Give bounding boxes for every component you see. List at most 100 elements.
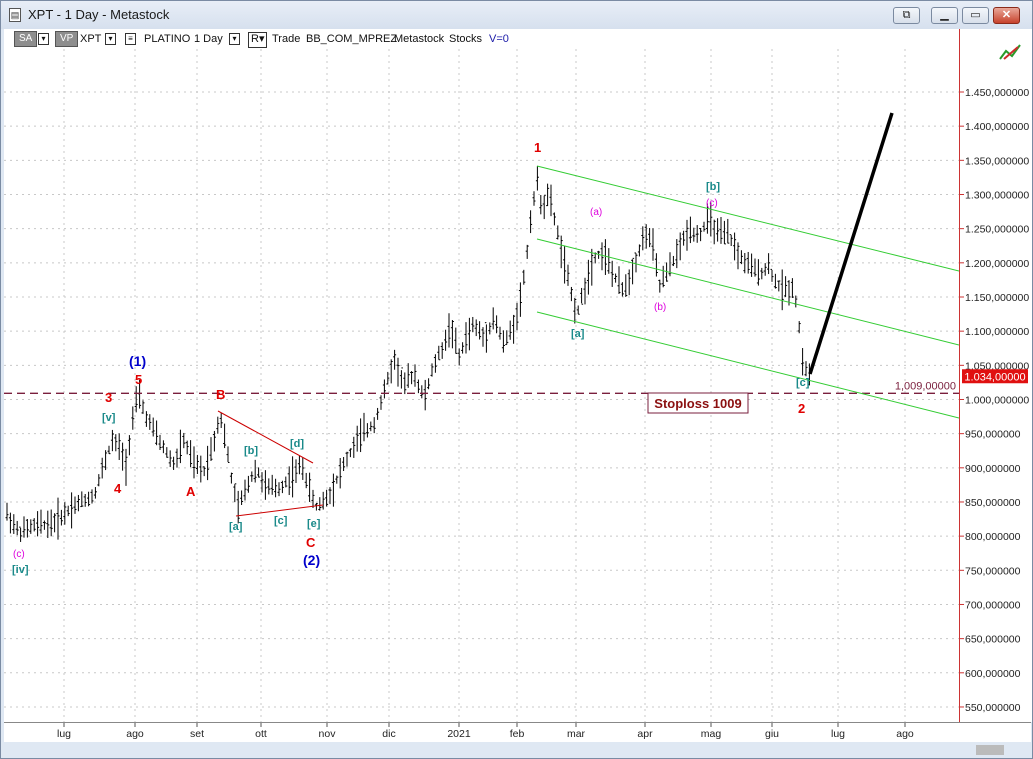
- price-bar: [433, 354, 437, 373]
- price-bar: [739, 250, 743, 265]
- price-bar: [685, 219, 689, 251]
- price-bar: [569, 286, 573, 302]
- price-bar: [532, 191, 536, 206]
- price-bar: [382, 379, 386, 399]
- last-price-marker[interactable]: 1.034,00000: [962, 369, 1028, 384]
- minimize-button[interactable]: ▁: [931, 7, 958, 24]
- y-tick-label: 1.300,000000: [965, 189, 1029, 201]
- wave-labels: (c) [iv] [v] 3 4 5 (1) B A [a] [b] [c] […: [12, 140, 810, 576]
- price-bar: [236, 490, 240, 524]
- triangle-upper-line[interactable]: [217, 410, 314, 464]
- layout-name[interactable]: BB_COM_MPREZ: [306, 33, 398, 45]
- price-bar: [763, 263, 767, 276]
- price-bar: [495, 315, 499, 334]
- refresh-button[interactable]: R▾: [248, 32, 268, 48]
- price-bar: [767, 253, 771, 275]
- price-bar: [393, 349, 397, 370]
- price-bar: [331, 473, 335, 507]
- price-bar: [729, 234, 733, 246]
- stoploss-label-box[interactable]: Stoploss 1009: [647, 392, 749, 414]
- symbol-label[interactable]: XPT: [80, 33, 102, 45]
- price-bar: [576, 305, 580, 315]
- symbol-dropdown-icon[interactable]: ▾: [105, 33, 116, 45]
- price-bar: [22, 516, 26, 538]
- price-bar: [379, 395, 383, 410]
- price-bar: [195, 454, 199, 475]
- overlays: [4, 112, 960, 517]
- chart-area[interactable]: (c) [iv] [v] 3 4 5 (1) B A [a] [b] [c] […: [4, 49, 960, 722]
- channel-upper-line[interactable]: [536, 165, 960, 272]
- y-tick-label: 1.400,000000: [965, 121, 1029, 133]
- price-bar: [226, 446, 230, 463]
- vp-button[interactable]: VP: [55, 31, 79, 47]
- status-bar: [1, 742, 1032, 758]
- wave-C: C: [306, 535, 316, 550]
- price-bar: [100, 457, 104, 479]
- price-bar: [335, 475, 339, 484]
- price-bar: [291, 456, 295, 498]
- sa-button[interactable]: SA: [14, 31, 38, 47]
- y-tick-label: 850,000000: [965, 497, 1021, 509]
- price-bar: [246, 475, 250, 493]
- wave-2: 2: [798, 401, 805, 416]
- price-bar: [233, 483, 237, 503]
- symbol-list-icon[interactable]: ≡: [125, 33, 136, 45]
- window-title: XPT - 1 Day - Metastock: [28, 7, 170, 22]
- price-bar: [641, 226, 645, 251]
- price-bar: [284, 476, 288, 488]
- wave-v: [v]: [102, 412, 116, 424]
- triangle-lower-line[interactable]: [235, 504, 324, 517]
- price-bar: [131, 406, 135, 430]
- price-bar: [376, 407, 380, 420]
- price-bar: [365, 423, 369, 438]
- x-tick-label: giu: [765, 728, 779, 740]
- y-tick-label: 1.450,000000: [965, 87, 1029, 99]
- price-bar: [634, 252, 638, 273]
- channel-middle-line[interactable]: [536, 238, 960, 346]
- price-bar: [223, 423, 227, 449]
- price-bar: [481, 327, 485, 347]
- price-bar: [651, 228, 655, 261]
- price-bar: [563, 246, 567, 284]
- price-bar: [709, 202, 713, 237]
- price-bar: [121, 442, 125, 471]
- chart-tools-icon[interactable]: [999, 44, 1021, 60]
- price-bar: [750, 253, 754, 277]
- price-bar: [182, 432, 186, 449]
- price-chart[interactable]: (c) [iv] [v] 3 4 5 (1) B A [a] [b] [c] […: [4, 49, 960, 722]
- price-bar: [362, 412, 366, 442]
- price-bar: [117, 433, 121, 461]
- period-label[interactable]: 1 Day: [194, 33, 223, 45]
- restore-docked-button[interactable]: ⧉: [893, 7, 920, 24]
- price-axis[interactable]: 550,000000 600,000000 650,000000 700,000000…: [959, 29, 1032, 722]
- price-bar: [787, 280, 791, 306]
- period-dropdown-icon[interactable]: ▾: [229, 33, 240, 45]
- price-bar: [444, 329, 448, 351]
- price-bar: [56, 497, 60, 540]
- price-bar: [158, 434, 162, 451]
- price-bar: [29, 519, 33, 534]
- price-bar: [661, 265, 665, 288]
- wave-b-bracket-1: [b]: [244, 445, 258, 457]
- security-kind: Stocks: [449, 33, 483, 45]
- resize-grip[interactable]: [976, 745, 1004, 755]
- price-bar: [637, 244, 641, 257]
- price-bar: [161, 440, 165, 454]
- close-button[interactable]: ✕: [993, 7, 1020, 24]
- projection-line[interactable]: [808, 112, 894, 375]
- wave-a-bracket-2: [a]: [571, 328, 585, 340]
- price-bar: [348, 448, 352, 458]
- x-tick-label: dic: [382, 728, 395, 740]
- maximize-button[interactable]: ▭: [962, 7, 989, 24]
- price-bar: [277, 482, 281, 497]
- sa-dropdown-icon[interactable]: ▾: [38, 33, 49, 45]
- price-bar: [270, 474, 274, 495]
- trade-button[interactable]: Trade: [272, 33, 301, 45]
- price-bar: [529, 210, 533, 234]
- channel-lower-line[interactable]: [536, 311, 960, 419]
- price-bar: [311, 489, 315, 508]
- price-bar: [110, 429, 114, 452]
- price-bar: [104, 450, 108, 471]
- time-axis[interactable]: lug ago set ott nov dic 2021 feb mar apr mag giu lug…: [4, 722, 1031, 743]
- price-bar: [467, 317, 471, 351]
